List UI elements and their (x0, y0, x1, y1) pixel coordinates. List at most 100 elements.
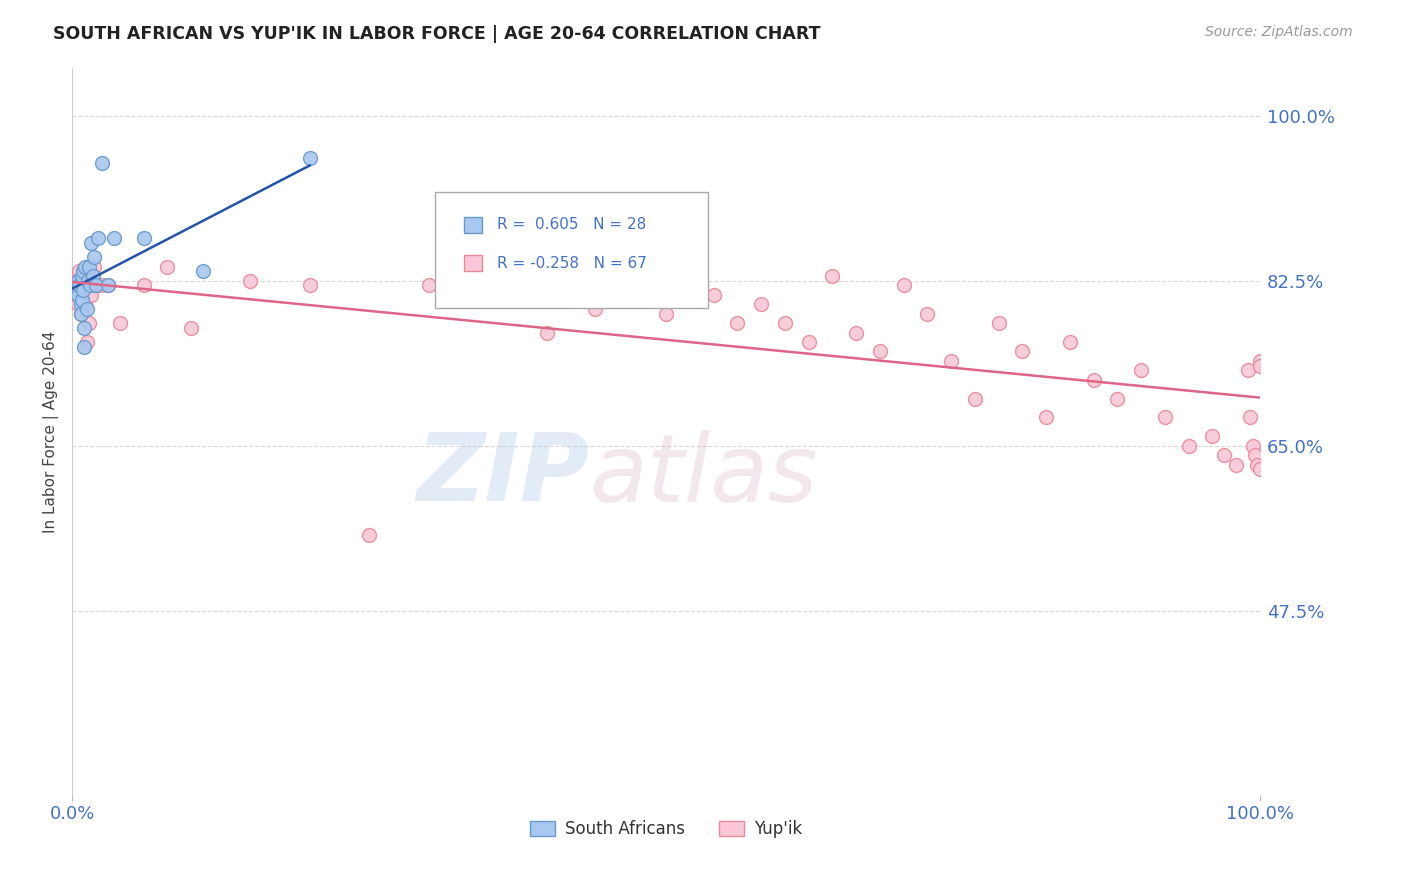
Text: R = -0.258   N = 67: R = -0.258 N = 67 (496, 256, 647, 270)
Point (77, 316, 100, 330)
Point (70, 293, 93, 307)
Point (72, 264, 94, 278)
Point (298, 151, 321, 165)
Point (477, 278, 499, 293)
Point (560, 260, 582, 274)
Point (845, 326, 868, 340)
Point (72, 283, 94, 297)
Point (1213, 448, 1236, 462)
Point (69, 297, 91, 311)
Point (83, 260, 105, 274)
Point (631, 278, 654, 293)
Point (108, 316, 131, 330)
Point (80, 288, 103, 302)
Point (1239, 410, 1261, 425)
Point (70, 268, 93, 283)
Point (73, 321, 96, 335)
Point (69, 264, 91, 278)
Point (797, 334, 820, 349)
Point (156, 260, 179, 274)
Point (97, 278, 120, 293)
Point (67, 297, 90, 311)
Point (703, 288, 725, 302)
Text: R =  0.605   N = 28: R = 0.605 N = 28 (496, 217, 645, 232)
Bar (464, 217, 482, 233)
Text: atlas: atlas (589, 430, 817, 521)
Point (69, 278, 91, 293)
Point (963, 392, 986, 406)
Point (1011, 344, 1033, 359)
Point (76, 278, 98, 293)
Point (79, 278, 101, 293)
Point (1249, 359, 1271, 373)
Y-axis label: In Labor Force | Age 20-64: In Labor Force | Age 20-64 (44, 330, 59, 533)
Point (1249, 354, 1271, 368)
Point (1237, 363, 1260, 377)
Point (1241, 439, 1264, 453)
Text: Source: ZipAtlas.com: Source: ZipAtlas.com (1205, 25, 1353, 39)
Point (607, 260, 630, 274)
Point (79, 278, 101, 293)
Point (893, 278, 915, 293)
Point (1201, 429, 1223, 443)
Point (73, 340, 96, 354)
Point (298, 278, 321, 293)
Point (84, 278, 107, 293)
Point (77, 260, 100, 274)
Point (1225, 458, 1247, 472)
Point (67, 274, 90, 288)
Point (869, 344, 891, 359)
Point (69, 307, 91, 321)
Point (239, 274, 262, 288)
Point (65, 274, 87, 288)
Point (67, 288, 90, 302)
Point (583, 301, 606, 316)
Point (84, 278, 107, 293)
Point (939, 354, 962, 368)
Point (69, 283, 91, 297)
Point (67, 283, 90, 297)
Point (80, 235, 103, 250)
Point (91, 278, 114, 293)
Point (1083, 373, 1105, 387)
Point (359, 528, 381, 542)
Point (70, 288, 93, 302)
Point (987, 316, 1010, 330)
Point (725, 316, 748, 330)
Point (97, 278, 120, 293)
Text: ZIP: ZIP (416, 429, 589, 521)
Point (1130, 363, 1153, 377)
Point (72, 268, 94, 283)
Point (655, 307, 678, 321)
Point (1153, 410, 1175, 425)
Text: SOUTH AFRICAN VS YUP'IK IN LABOR FORCE | AGE 20-64 CORRELATION CHART: SOUTH AFRICAN VS YUP'IK IN LABOR FORCE |… (53, 25, 821, 43)
Point (76, 274, 98, 288)
Point (180, 321, 202, 335)
Point (76, 301, 98, 316)
Point (821, 268, 844, 283)
Point (917, 307, 939, 321)
Point (66, 288, 89, 302)
Point (191, 264, 214, 278)
Point (132, 231, 155, 245)
Point (418, 278, 440, 293)
Bar (464, 255, 482, 271)
FancyBboxPatch shape (434, 192, 707, 308)
Point (87, 231, 110, 245)
Point (76, 334, 98, 349)
Point (749, 297, 772, 311)
Point (1035, 410, 1057, 425)
Point (1244, 448, 1267, 462)
Point (679, 241, 702, 255)
Point (82, 268, 104, 283)
Point (1059, 334, 1081, 349)
Point (773, 316, 796, 330)
Point (75, 297, 97, 311)
Point (91, 156, 114, 170)
Point (1249, 462, 1271, 476)
Point (69, 307, 91, 321)
Point (103, 231, 125, 245)
Point (1177, 439, 1199, 453)
Point (1107, 392, 1129, 406)
Point (1246, 458, 1268, 472)
